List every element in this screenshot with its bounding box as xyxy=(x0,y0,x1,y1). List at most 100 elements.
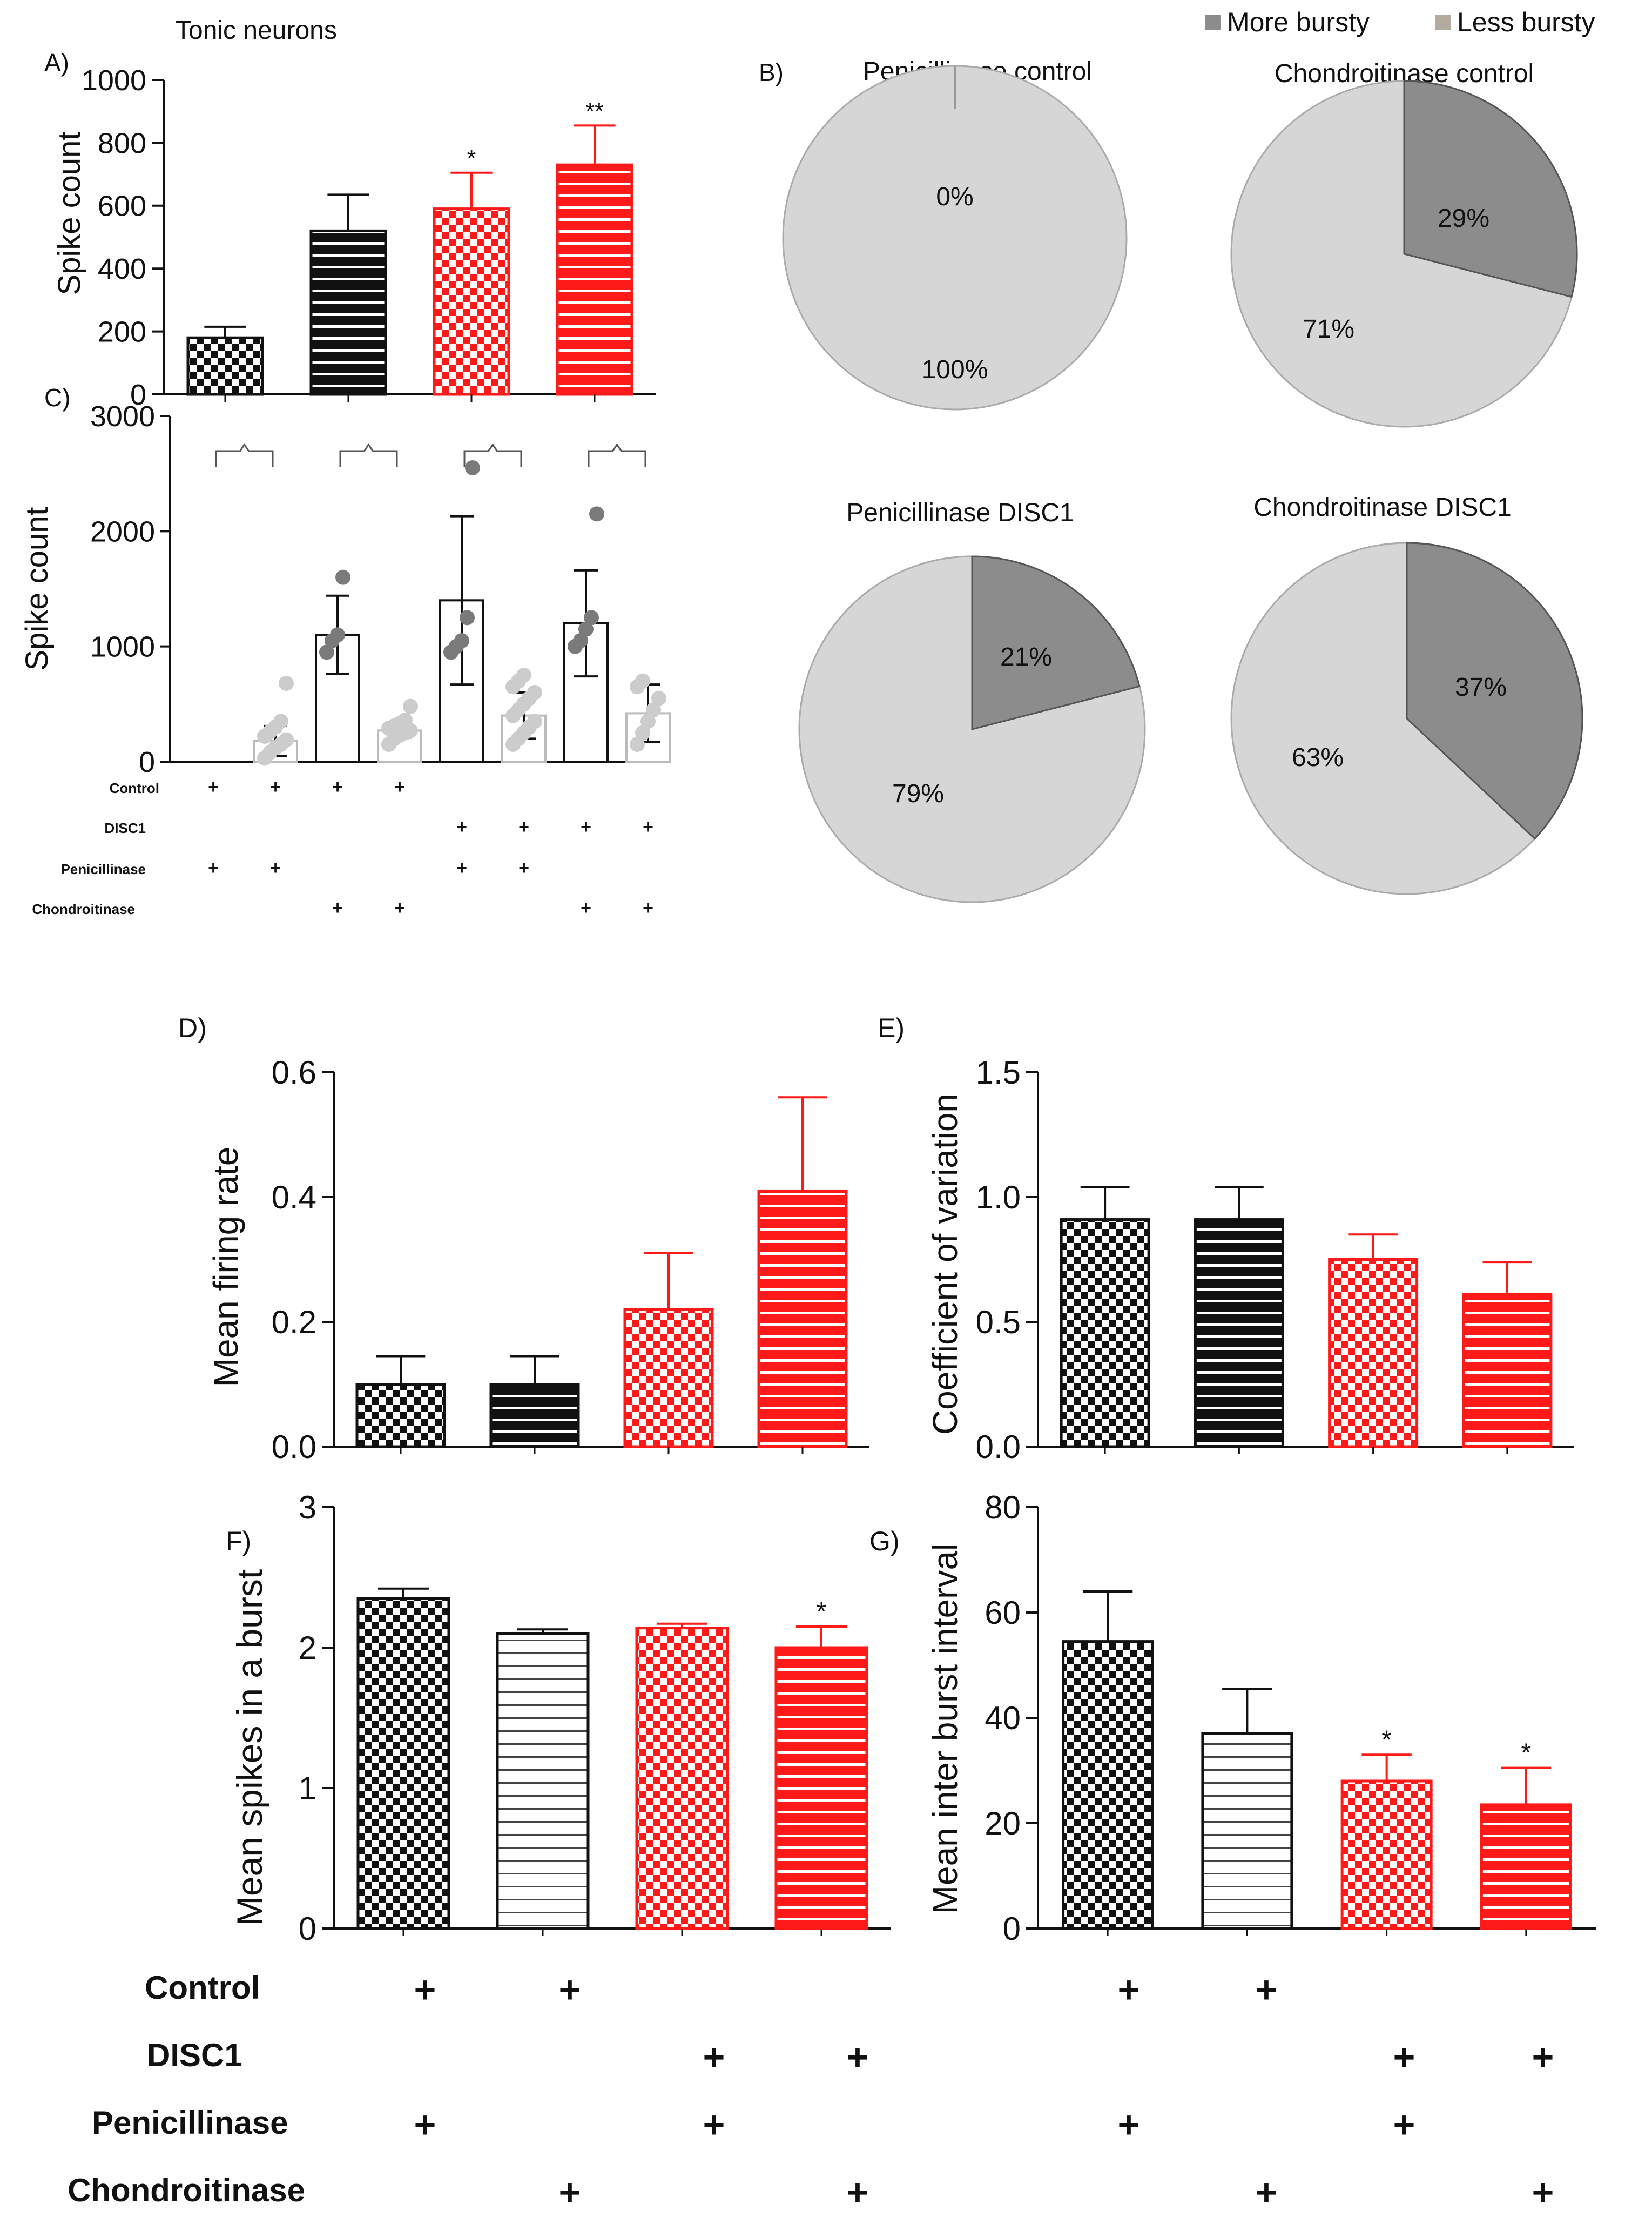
a-bar xyxy=(556,163,633,396)
e-ytick-label: 1.0 xyxy=(976,1179,1021,1215)
a-significance: * xyxy=(467,146,476,172)
a-ytick-label: 400 xyxy=(98,253,146,285)
c-row-label: Penicillinase xyxy=(60,861,146,877)
c-plus-mark: + xyxy=(518,858,529,878)
panel-b-pie-charts: B) More bursty Less bursty Penicillinase… xyxy=(759,7,1595,903)
c-group-brace xyxy=(339,443,398,467)
c-row-label: DISC1 xyxy=(104,820,146,836)
c-plus-mark: + xyxy=(332,898,343,918)
g-bar xyxy=(1062,1640,1154,1930)
g-plus-mark: + xyxy=(1256,1968,1278,2011)
c-ytick-label: 1000 xyxy=(90,631,155,663)
c-data-point xyxy=(630,737,645,752)
c-plus-mark: + xyxy=(581,817,591,837)
pie-label-more: 37% xyxy=(1455,673,1507,702)
c-row-label: Control xyxy=(110,780,159,796)
legend-less-bursty: Less bursty xyxy=(1457,7,1595,37)
panel-a-axes: 0 200 400 600 800 1000 xyxy=(82,64,656,411)
panel-c-groups xyxy=(215,443,671,766)
g-ytick-label: 40 xyxy=(985,1700,1021,1736)
panel-c-condition-table: Control + + + + DISC1 + + + + Penicillinase + + + + Cho… xyxy=(32,777,653,918)
e-ytick-label: 0.0 xyxy=(976,1429,1021,1465)
a-bar xyxy=(186,336,264,396)
c-data-point xyxy=(319,644,334,660)
pie-label-less: 71% xyxy=(1303,315,1354,344)
c-data-point xyxy=(527,714,542,729)
f-plus-mark: + xyxy=(847,2171,869,2213)
g-plus-mark: + xyxy=(1532,2171,1554,2213)
c-plus-mark: + xyxy=(332,777,343,797)
panel-e-letter: E) xyxy=(878,1013,905,1043)
d-ytick-label: 0.6 xyxy=(272,1054,316,1091)
g-plus-mark: + xyxy=(1118,1968,1140,2011)
c-ytick-label: 2000 xyxy=(90,515,155,548)
c-group-brace xyxy=(215,443,274,467)
f-bar xyxy=(496,1632,590,1930)
legend-more-bursty: More bursty xyxy=(1227,7,1370,37)
panel-a-bar-chart: Tonic neurons A) Spike count 0 200 400 600 8… xyxy=(44,16,656,411)
f-bar xyxy=(356,1597,450,1930)
c-data-point xyxy=(279,675,294,691)
panel-c-axes: 0 1000 2000 3000 xyxy=(90,400,667,778)
c-data-point xyxy=(330,627,345,643)
f-ytick-label: 2 xyxy=(299,1630,316,1666)
panel-a-title: Tonic neurons xyxy=(176,16,337,45)
c-data-point xyxy=(460,610,475,626)
panel-d-letter: D) xyxy=(178,1013,207,1043)
c-data-point xyxy=(635,673,650,689)
f-significance: * xyxy=(817,1597,827,1626)
f-bar xyxy=(774,1646,868,1930)
panel-d-ylabel: Mean firing rate xyxy=(206,1147,245,1387)
c-ytick-label: 3000 xyxy=(90,400,155,433)
g-ytick-label: 20 xyxy=(985,1805,1021,1842)
d-ytick-label: 0.2 xyxy=(272,1304,316,1340)
d-ytick-label: 0.0 xyxy=(272,1429,316,1465)
pie-label-more: 21% xyxy=(1000,643,1052,671)
f-ytick-label: 1 xyxy=(299,1770,316,1806)
g-significance: * xyxy=(1381,1725,1392,1754)
c-group-brace xyxy=(588,443,646,467)
d-bar xyxy=(489,1383,580,1448)
panel-e-bar-chart: E) Coefficient of variation 0.0 0.5 1.0 1.5 xyxy=(878,1013,1574,1465)
c-ytick-label: 0 xyxy=(139,746,155,778)
c-data-point xyxy=(465,460,480,475)
g-plus-mark: + xyxy=(1532,2036,1554,2078)
g-bar xyxy=(1480,1803,1572,1930)
f-ytick-label: 3 xyxy=(299,1489,316,1526)
pie-slice-more-bursty xyxy=(1403,80,1578,298)
e-ytick-label: 1.5 xyxy=(976,1054,1021,1091)
a-ytick-label: 0 xyxy=(130,379,146,411)
c-data-point xyxy=(646,702,661,717)
row-label-control: Control xyxy=(145,1970,260,2006)
c-data-point xyxy=(651,690,666,706)
row-label-chondroitinase: Chondroitinase xyxy=(68,2172,305,2208)
c-data-point xyxy=(279,732,294,748)
c-data-point xyxy=(516,668,531,683)
panel-c-scatter-chart: C) Spike count 0 1000 2000 3000 Control + + + +… xyxy=(19,384,671,918)
panel-e-ylabel: Coefficient of variation xyxy=(926,1093,965,1435)
c-data-point xyxy=(273,714,288,729)
panel-g-bar-chart: G) Mean inter burst interval 0 20 40 60 80 *… xyxy=(869,1489,1596,1947)
panel-f-bars: * xyxy=(356,1587,868,1936)
c-row-label: Chondroitinase xyxy=(32,901,135,917)
bottom-condition-table: Control DISC1 Penicillinase Chondroitina… xyxy=(68,1968,1554,2213)
panel-a-bars: *** xyxy=(186,98,633,402)
pie-legend: More bursty Less bursty xyxy=(1205,7,1595,37)
g-plus-mark: + xyxy=(1118,2104,1140,2146)
f-plus-mark: + xyxy=(559,1968,581,2011)
c-data-point xyxy=(527,685,542,700)
c-data-point xyxy=(454,633,469,648)
a-ytick-label: 800 xyxy=(98,127,146,159)
panel-g-bars: * * xyxy=(1062,1590,1572,1936)
pie-label-less: 79% xyxy=(892,780,944,808)
panel-d-bar-chart: D) Mean firing rate 0.0 0.2 0.4 0.6 xyxy=(178,1013,869,1465)
c-group-brace xyxy=(463,443,522,467)
f-plus-mark: + xyxy=(703,2104,725,2146)
d-bar xyxy=(355,1383,446,1448)
panel-a-ylabel: Spike count xyxy=(52,131,87,295)
c-plus-mark: + xyxy=(208,777,219,797)
pie-label-less: 100% xyxy=(922,355,988,384)
pies-group: Penicillinase control0%100%Chondroitinas… xyxy=(782,57,1583,903)
pie-title: Penicillinase DISC1 xyxy=(846,499,1074,527)
